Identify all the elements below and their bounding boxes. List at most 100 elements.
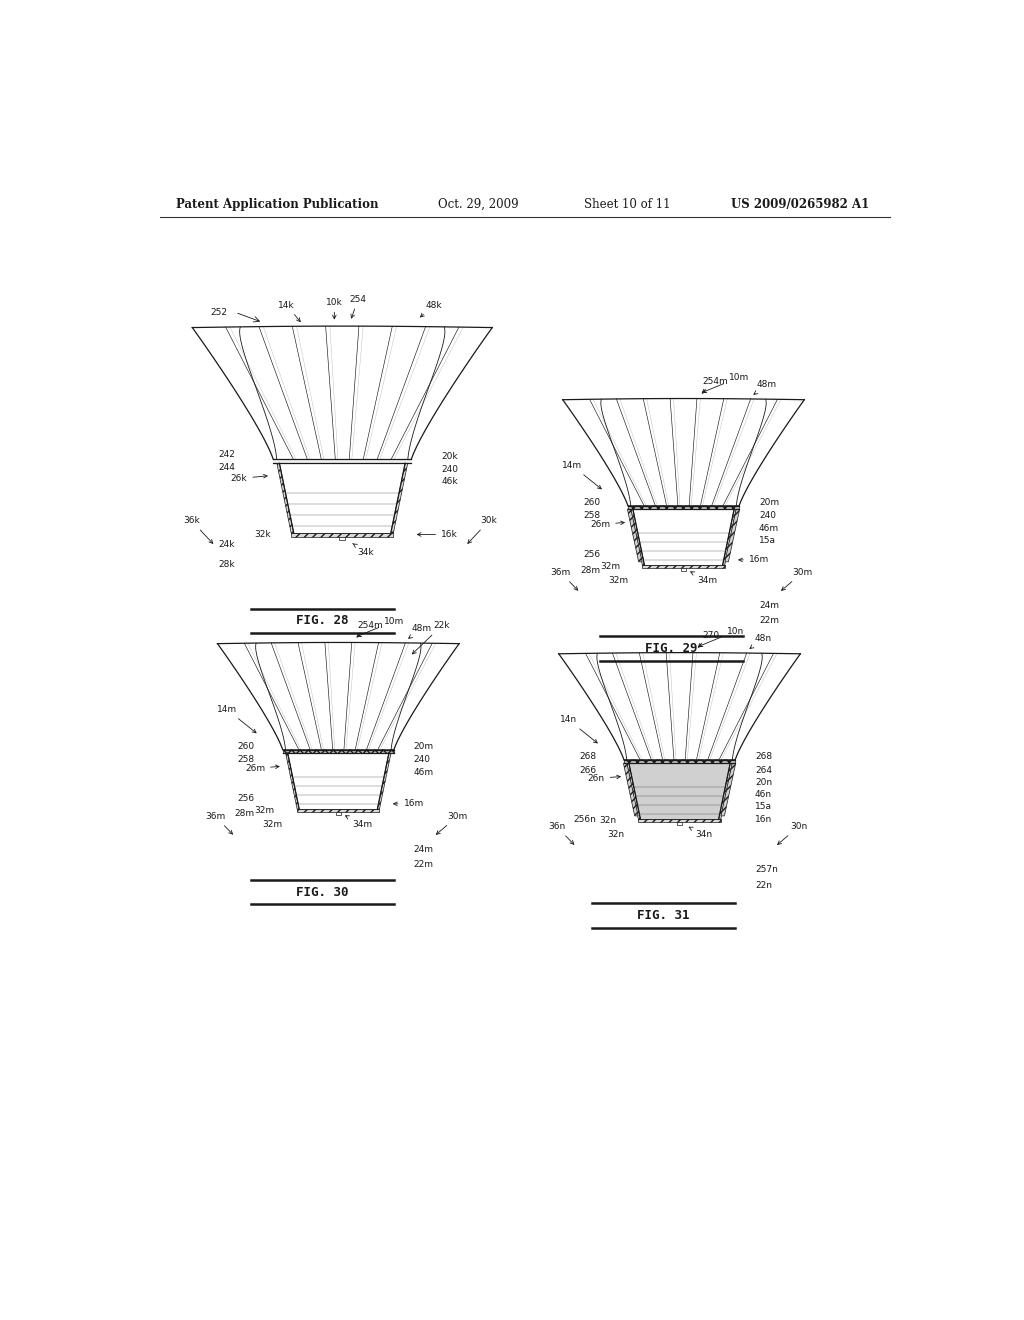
- Text: 46m: 46m: [759, 524, 779, 533]
- Text: 22k: 22k: [413, 622, 450, 653]
- Text: 256: 256: [238, 795, 255, 804]
- Text: 258: 258: [583, 511, 600, 520]
- Polygon shape: [280, 463, 406, 533]
- Polygon shape: [629, 763, 730, 820]
- Text: FIG. 28: FIG. 28: [296, 614, 349, 627]
- Text: 28m: 28m: [234, 809, 255, 818]
- Text: 48k: 48k: [421, 301, 441, 317]
- Text: 22n: 22n: [755, 880, 772, 890]
- Polygon shape: [288, 752, 389, 809]
- Text: 30m: 30m: [781, 568, 813, 590]
- Text: 16m: 16m: [738, 556, 769, 565]
- Polygon shape: [563, 399, 804, 506]
- Text: Oct. 29, 2009: Oct. 29, 2009: [437, 198, 518, 211]
- Text: 32m: 32m: [255, 807, 274, 816]
- Text: 24k: 24k: [219, 540, 236, 549]
- Text: 254m: 254m: [702, 378, 728, 393]
- Bar: [681, 569, 686, 572]
- Text: 244: 244: [218, 463, 236, 473]
- Text: 14m: 14m: [217, 705, 256, 733]
- Bar: [283, 750, 394, 752]
- Text: 10n: 10n: [698, 627, 743, 647]
- Text: 240: 240: [441, 465, 459, 474]
- Text: 22m: 22m: [759, 616, 779, 626]
- Text: 32n: 32n: [599, 816, 616, 825]
- Text: 242: 242: [218, 450, 236, 459]
- Polygon shape: [721, 763, 735, 816]
- Text: 24m: 24m: [414, 845, 434, 854]
- Text: 16n: 16n: [755, 814, 772, 824]
- Text: 270: 270: [698, 631, 720, 647]
- Text: 34k: 34k: [352, 544, 375, 557]
- Text: 14m: 14m: [562, 461, 601, 488]
- Text: 15a: 15a: [759, 536, 776, 545]
- Text: 32m: 32m: [262, 820, 283, 829]
- Bar: [273, 459, 412, 463]
- Text: 26k: 26k: [230, 474, 267, 483]
- Bar: [336, 812, 341, 814]
- Text: 30m: 30m: [436, 812, 468, 834]
- Polygon shape: [638, 820, 721, 822]
- Text: 15a: 15a: [755, 803, 772, 812]
- Text: Patent Application Publication: Patent Application Publication: [176, 198, 378, 211]
- Text: 36m: 36m: [550, 568, 578, 590]
- Text: 32m: 32m: [600, 562, 620, 572]
- Text: 20m: 20m: [414, 742, 434, 751]
- Text: 266: 266: [580, 766, 596, 775]
- Text: 14n: 14n: [560, 715, 597, 743]
- Polygon shape: [629, 763, 730, 820]
- Text: 10k: 10k: [326, 297, 343, 318]
- Text: 240: 240: [414, 755, 431, 764]
- Text: 260: 260: [238, 742, 255, 751]
- Text: 268: 268: [755, 752, 772, 762]
- Text: 257n: 257n: [755, 866, 778, 874]
- Text: 30n: 30n: [777, 822, 807, 845]
- Polygon shape: [193, 326, 493, 459]
- Bar: [677, 822, 682, 825]
- Text: FIG. 29: FIG. 29: [645, 642, 698, 655]
- Text: 256: 256: [583, 550, 600, 560]
- Polygon shape: [633, 510, 734, 565]
- Polygon shape: [628, 510, 642, 562]
- Text: 46m: 46m: [414, 768, 434, 776]
- Polygon shape: [642, 565, 725, 569]
- Polygon shape: [631, 510, 644, 565]
- Bar: [624, 759, 735, 763]
- Text: 34m: 34m: [345, 816, 372, 829]
- Polygon shape: [378, 752, 391, 809]
- Text: 20n: 20n: [755, 777, 772, 787]
- Bar: [339, 537, 345, 540]
- Text: 16m: 16m: [393, 800, 424, 808]
- Polygon shape: [559, 652, 801, 760]
- Text: 24m: 24m: [759, 601, 779, 610]
- Text: 254: 254: [349, 294, 367, 318]
- Text: 46n: 46n: [755, 789, 772, 799]
- Text: 260: 260: [583, 498, 600, 507]
- Text: 256n: 256n: [573, 814, 596, 824]
- Text: 20m: 20m: [759, 498, 779, 507]
- Text: 30k: 30k: [468, 516, 498, 544]
- Polygon shape: [297, 809, 380, 812]
- Text: 22m: 22m: [414, 861, 434, 870]
- Text: 36m: 36m: [205, 812, 232, 834]
- Text: 32m: 32m: [608, 576, 628, 585]
- Text: Sheet 10 of 11: Sheet 10 of 11: [585, 198, 671, 211]
- Text: 264: 264: [755, 766, 772, 775]
- Text: 14k: 14k: [279, 301, 300, 322]
- Text: 32n: 32n: [607, 830, 624, 840]
- Text: 26n: 26n: [588, 774, 621, 783]
- Bar: [628, 506, 739, 510]
- Polygon shape: [624, 763, 638, 816]
- Text: FIG. 30: FIG. 30: [296, 886, 349, 899]
- Text: 36k: 36k: [183, 516, 213, 544]
- Text: 28m: 28m: [580, 565, 600, 574]
- Polygon shape: [286, 752, 299, 809]
- Text: 48m: 48m: [409, 624, 432, 639]
- Text: 48n: 48n: [750, 634, 771, 648]
- Text: FIG. 31: FIG. 31: [637, 909, 690, 923]
- Polygon shape: [217, 643, 459, 750]
- Text: 16k: 16k: [418, 529, 458, 539]
- Text: 240: 240: [759, 511, 776, 520]
- Text: 26m: 26m: [590, 520, 625, 529]
- Text: 268: 268: [580, 752, 596, 762]
